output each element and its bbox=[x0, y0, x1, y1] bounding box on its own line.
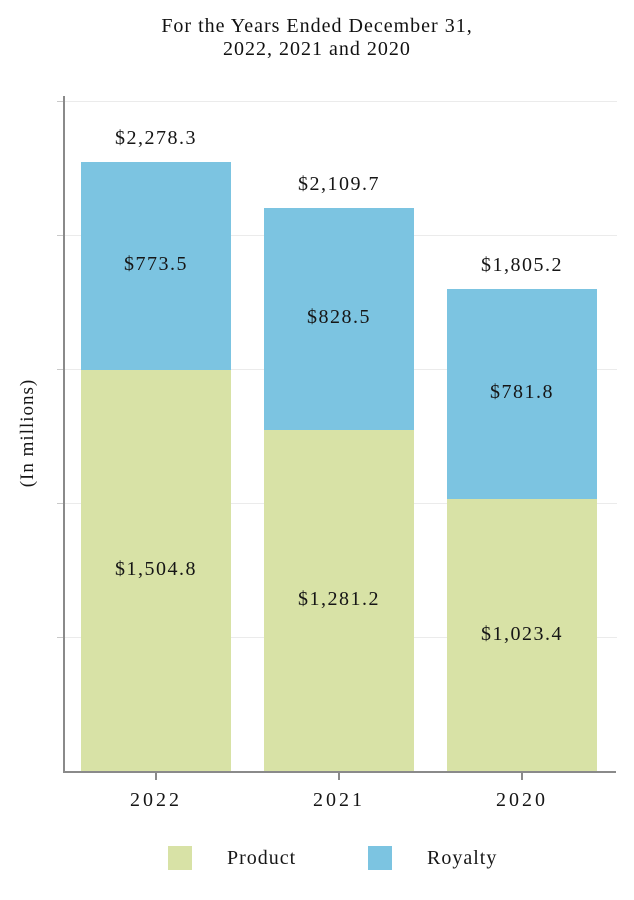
bar-segment-royalty-2021 bbox=[264, 207, 414, 430]
legend-label-product: Product bbox=[227, 847, 297, 869]
x-axis-label-2020: 2020 bbox=[496, 789, 548, 811]
y-axis-title: (In millions) bbox=[17, 378, 38, 488]
total-value-label-2022: $2,278.3 bbox=[115, 127, 197, 150]
royalty-value-label-2021: $828.5 bbox=[307, 305, 371, 328]
x-axis-label-2021: 2021 bbox=[313, 789, 365, 811]
chart-title-line2: 2022, 2021 and 2020 bbox=[223, 38, 411, 60]
bar-segment-product-2021 bbox=[264, 429, 414, 773]
y-axis-tick-1000 bbox=[57, 503, 63, 504]
y-axis-tick-500 bbox=[57, 637, 63, 638]
product-value-label-2020: $1,023.4 bbox=[481, 622, 563, 645]
royalty-value-label-2020: $781.8 bbox=[490, 380, 554, 403]
bar-segment-royalty-2022 bbox=[81, 162, 231, 370]
total-value-label-2020: $1,805.2 bbox=[481, 254, 563, 277]
legend-swatch-royalty bbox=[368, 846, 392, 870]
bar-2022 bbox=[81, 162, 231, 773]
y-axis-tick-2000 bbox=[57, 235, 63, 236]
y-axis-tick-1500 bbox=[57, 369, 63, 370]
x-axis-tick-2021 bbox=[338, 773, 340, 780]
x-axis-tick-2020 bbox=[521, 773, 523, 780]
bar-2020 bbox=[447, 289, 597, 773]
chart-title-line1: For the Years Ended December 31, bbox=[161, 15, 473, 37]
bar-segment-product-2022 bbox=[81, 369, 231, 773]
x-axis-label-2022: 2022 bbox=[130, 789, 182, 811]
plot-area bbox=[64, 96, 617, 773]
y-axis-line bbox=[63, 96, 65, 772]
x-axis-tick-2022 bbox=[155, 773, 157, 780]
product-value-label-2022: $1,504.8 bbox=[115, 558, 197, 581]
legend-swatch-product bbox=[168, 846, 192, 870]
bar-segment-royalty-2020 bbox=[447, 289, 597, 499]
bar-2021 bbox=[264, 207, 414, 773]
bar-segment-product-2020 bbox=[447, 498, 597, 773]
product-value-label-2021: $1,281.2 bbox=[298, 588, 380, 611]
gridline-2500 bbox=[64, 101, 617, 102]
total-value-label-2021: $2,109.7 bbox=[298, 172, 380, 195]
y-axis-tick-2500 bbox=[57, 101, 63, 102]
x-axis-line bbox=[63, 771, 616, 773]
royalty-value-label-2022: $773.5 bbox=[124, 253, 188, 276]
chart-title: For the Years Ended December 31, 2022, 2… bbox=[0, 15, 634, 61]
legend-label-royalty: Royalty bbox=[427, 847, 498, 869]
